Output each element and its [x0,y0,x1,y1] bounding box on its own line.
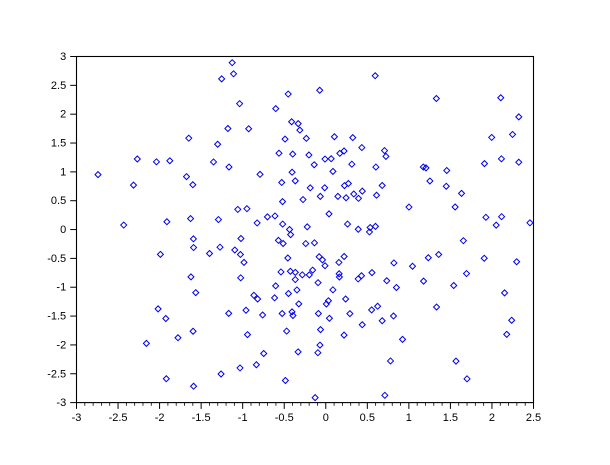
svg-text:1: 1 [406,412,412,424]
svg-text:0.5: 0.5 [51,195,66,207]
svg-text:-1: -1 [56,282,66,294]
svg-text:2.5: 2.5 [51,80,66,92]
svg-text:1: 1 [60,166,66,178]
svg-text:-3: -3 [72,412,82,424]
svg-text:0: 0 [323,412,329,424]
svg-text:1.5: 1.5 [443,412,458,424]
svg-text:-0.5: -0.5 [275,412,294,424]
svg-text:-2.5: -2.5 [47,368,66,380]
svg-text:2: 2 [60,109,66,121]
svg-text:-1.5: -1.5 [192,412,211,424]
svg-text:0.5: 0.5 [360,412,375,424]
svg-text:2.5: 2.5 [526,412,541,424]
svg-text:2: 2 [489,412,495,424]
svg-text:-2.5: -2.5 [109,412,128,424]
svg-text:-1: -1 [238,412,248,424]
svg-text:1.5: 1.5 [51,138,66,150]
svg-text:-2: -2 [56,339,66,351]
svg-text:0: 0 [60,224,66,236]
svg-text:-2: -2 [155,412,165,424]
svg-text:-0.5: -0.5 [47,253,66,265]
svg-text:3: 3 [60,51,66,63]
svg-text:-3: -3 [56,397,66,409]
svg-text:-1.5: -1.5 [47,311,66,323]
